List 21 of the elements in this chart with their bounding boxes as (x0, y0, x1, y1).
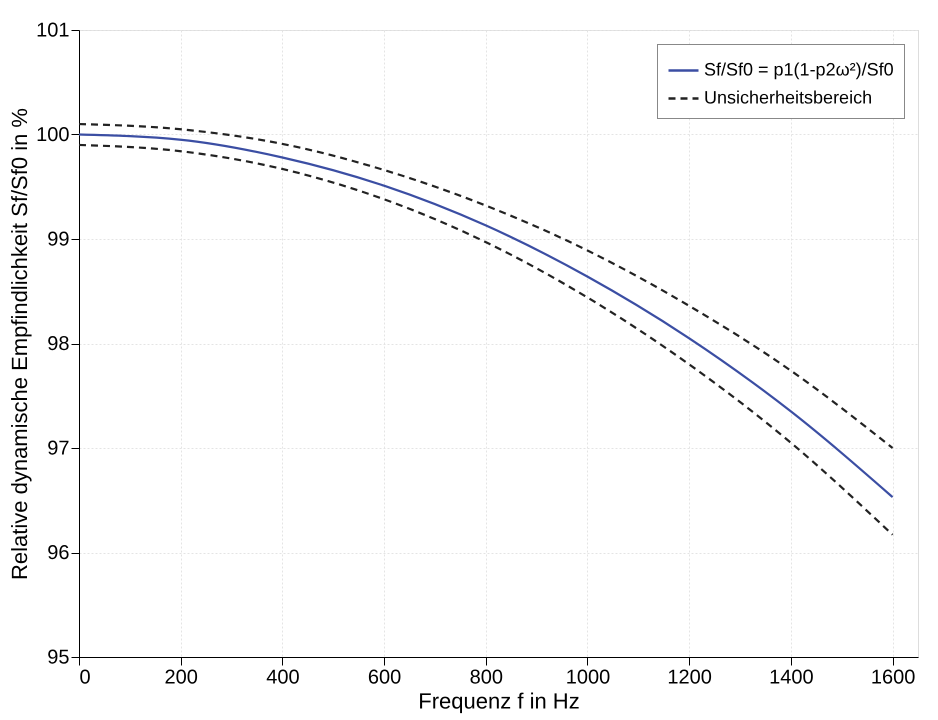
legend-label: Sf/Sf0 = p1(1-p2ω²)/Sf0 (704, 60, 894, 80)
y-tick-label: 97 (47, 438, 70, 460)
x-tick-label: 1400 (769, 666, 814, 688)
x-tick-label: 1200 (667, 666, 712, 688)
x-tick-label: 1000 (566, 666, 610, 688)
y-tick-label: 98 (47, 333, 70, 355)
legend-label: Unsicherheitsbereich (704, 88, 872, 108)
x-tick-label: 0 (80, 666, 91, 688)
x-tick-label: 400 (266, 666, 300, 688)
y-tick-label: 101 (36, 20, 70, 42)
y-axis-title: Relative dynamische Empfindlichkeit Sf/Sf0 in % (7, 108, 32, 580)
x-tick-label: 800 (470, 666, 503, 688)
y-tick-label: 100 (36, 124, 70, 146)
y-tick-label: 95 (47, 646, 70, 668)
x-tick-label: 200 (164, 666, 198, 688)
y-tick-label: 96 (47, 542, 70, 564)
x-axis-title: Frequenz f in Hz (418, 688, 580, 714)
x-tick-label: 600 (368, 666, 402, 688)
line-series (78, 122, 894, 450)
y-tick-label: 99 (47, 228, 70, 250)
x-tick-label: 1600 (870, 666, 916, 688)
